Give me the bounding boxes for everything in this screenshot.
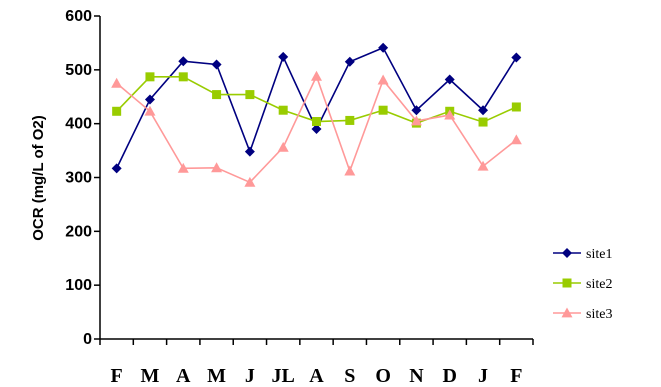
site1-point xyxy=(178,56,189,67)
site1-point xyxy=(144,94,155,105)
series-site3 xyxy=(111,70,522,187)
site3-point xyxy=(377,74,389,85)
x-tick-label: F xyxy=(111,365,123,387)
site1-point xyxy=(444,74,455,85)
site1-point xyxy=(211,59,222,70)
x-tick-label: M xyxy=(141,365,160,387)
site2-point xyxy=(278,105,288,115)
legend-item-site1: site1 xyxy=(553,247,612,262)
x-tick-label: N xyxy=(409,365,424,387)
x-tick-label: M xyxy=(207,365,226,387)
y-axis: 0 100 200 300 400 500 600 xyxy=(65,8,101,348)
site1-point xyxy=(478,105,489,116)
site1-point xyxy=(344,56,355,67)
site3-point xyxy=(477,160,489,171)
plot-area xyxy=(111,42,522,187)
site3-point xyxy=(311,70,322,81)
site1-point xyxy=(244,146,255,157)
site2-line xyxy=(116,76,517,124)
legend: site1 site2 site3 xyxy=(553,247,612,322)
y-tick-label: 600 xyxy=(65,8,92,25)
y-tick-label: 0 xyxy=(83,331,92,348)
x-tick-label: A xyxy=(309,365,324,387)
legend-marker xyxy=(562,278,572,288)
site3-point xyxy=(277,141,289,152)
legend-marker xyxy=(562,248,572,258)
site2-point xyxy=(245,90,255,100)
site2-point xyxy=(178,72,188,82)
site3-point xyxy=(111,77,123,88)
site2-point xyxy=(312,117,321,127)
y-tick-label: 100 xyxy=(65,277,92,294)
site3-point xyxy=(177,162,189,173)
site1-point xyxy=(111,163,122,174)
site2-point xyxy=(112,106,122,116)
x-tick-label: JL xyxy=(272,365,295,387)
x-axis: F M A M J JL A S O N D J F xyxy=(99,338,534,387)
site2-point xyxy=(378,105,388,115)
site3-point xyxy=(410,115,422,126)
site2-point xyxy=(212,90,222,100)
y-tick-label: 400 xyxy=(65,116,92,133)
site3-point xyxy=(344,165,356,176)
y-axis-label: OCR (mg/L of O2) xyxy=(30,115,47,241)
site2-point xyxy=(478,117,488,127)
site2-point xyxy=(145,72,155,82)
site1-point xyxy=(411,105,422,116)
site3-point xyxy=(510,134,522,145)
legend-marker xyxy=(561,307,573,318)
site1-point xyxy=(311,124,322,135)
x-tick-label: F xyxy=(510,365,522,387)
x-tick-label: J xyxy=(245,365,255,387)
site2-point xyxy=(511,102,521,112)
series-site1 xyxy=(111,42,522,174)
site3-point xyxy=(444,109,456,120)
site1-line xyxy=(115,46,518,169)
y-tick-label: 500 xyxy=(65,62,92,79)
site1-point xyxy=(378,42,389,53)
y-tick-label: 200 xyxy=(65,223,92,240)
site2-point xyxy=(345,115,355,125)
site1-point xyxy=(278,51,289,62)
x-tick-label: A xyxy=(176,365,191,387)
legend-label: site3 xyxy=(586,307,612,322)
site3-point xyxy=(244,176,256,187)
legend-item-site3: site3 xyxy=(553,307,612,322)
site3-point xyxy=(144,105,156,116)
site3-point xyxy=(211,162,223,173)
legend-label: site2 xyxy=(586,277,612,292)
x-tick-label: J xyxy=(478,365,488,387)
x-tick-label: D xyxy=(443,365,457,387)
legend-label: site1 xyxy=(586,247,612,262)
x-tick-label: O xyxy=(375,365,391,387)
x-tick-label: S xyxy=(344,365,355,387)
site1-point xyxy=(511,52,522,63)
legend-item-site2: site2 xyxy=(553,277,612,292)
y-tick-label: 300 xyxy=(65,170,92,187)
